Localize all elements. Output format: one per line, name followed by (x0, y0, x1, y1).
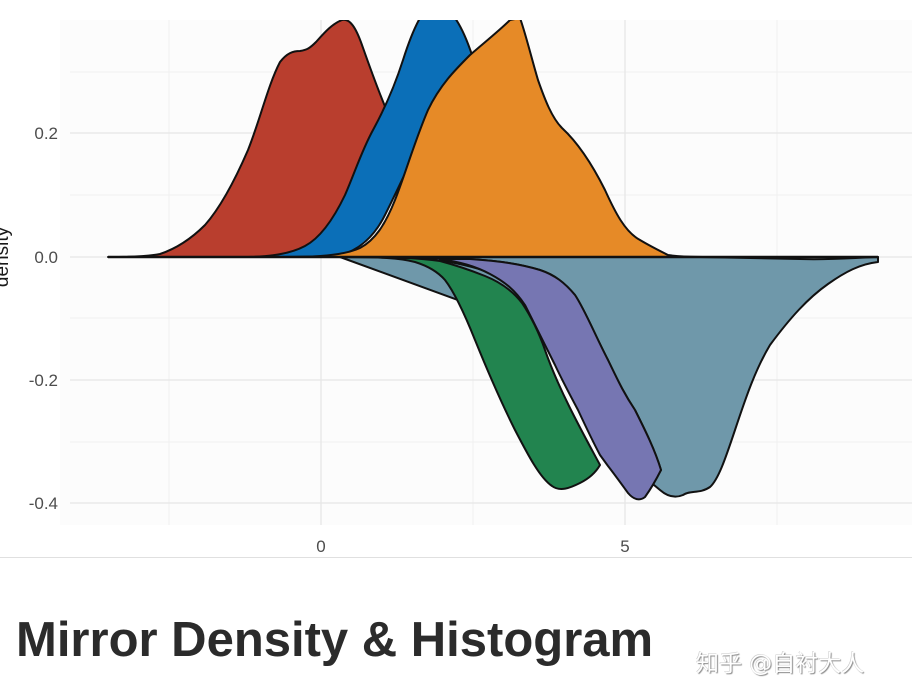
y-tick-neg-0.2: -0.2 (29, 371, 58, 390)
mirror-density-chart: 0.2 0.0 -0.2 -0.4 0 5 density (0, 20, 912, 556)
density-group-3 (289, 20, 879, 258)
divider (0, 557, 912, 558)
y-tick-neg-0.4: -0.4 (29, 494, 58, 513)
y-tick-0.2: 0.2 (34, 124, 58, 143)
y-tick-0.0: 0.0 (34, 248, 58, 267)
x-tick-5: 5 (620, 537, 629, 556)
density-group-4 (339, 256, 601, 491)
caption-title: Mirror Density & Histogram (16, 613, 654, 667)
y-axis-label: density (0, 226, 13, 287)
density-group-2 (239, 20, 473, 258)
watermark: 知乎 @自衬大人 (696, 651, 865, 677)
x-tick-0: 0 (316, 537, 325, 556)
